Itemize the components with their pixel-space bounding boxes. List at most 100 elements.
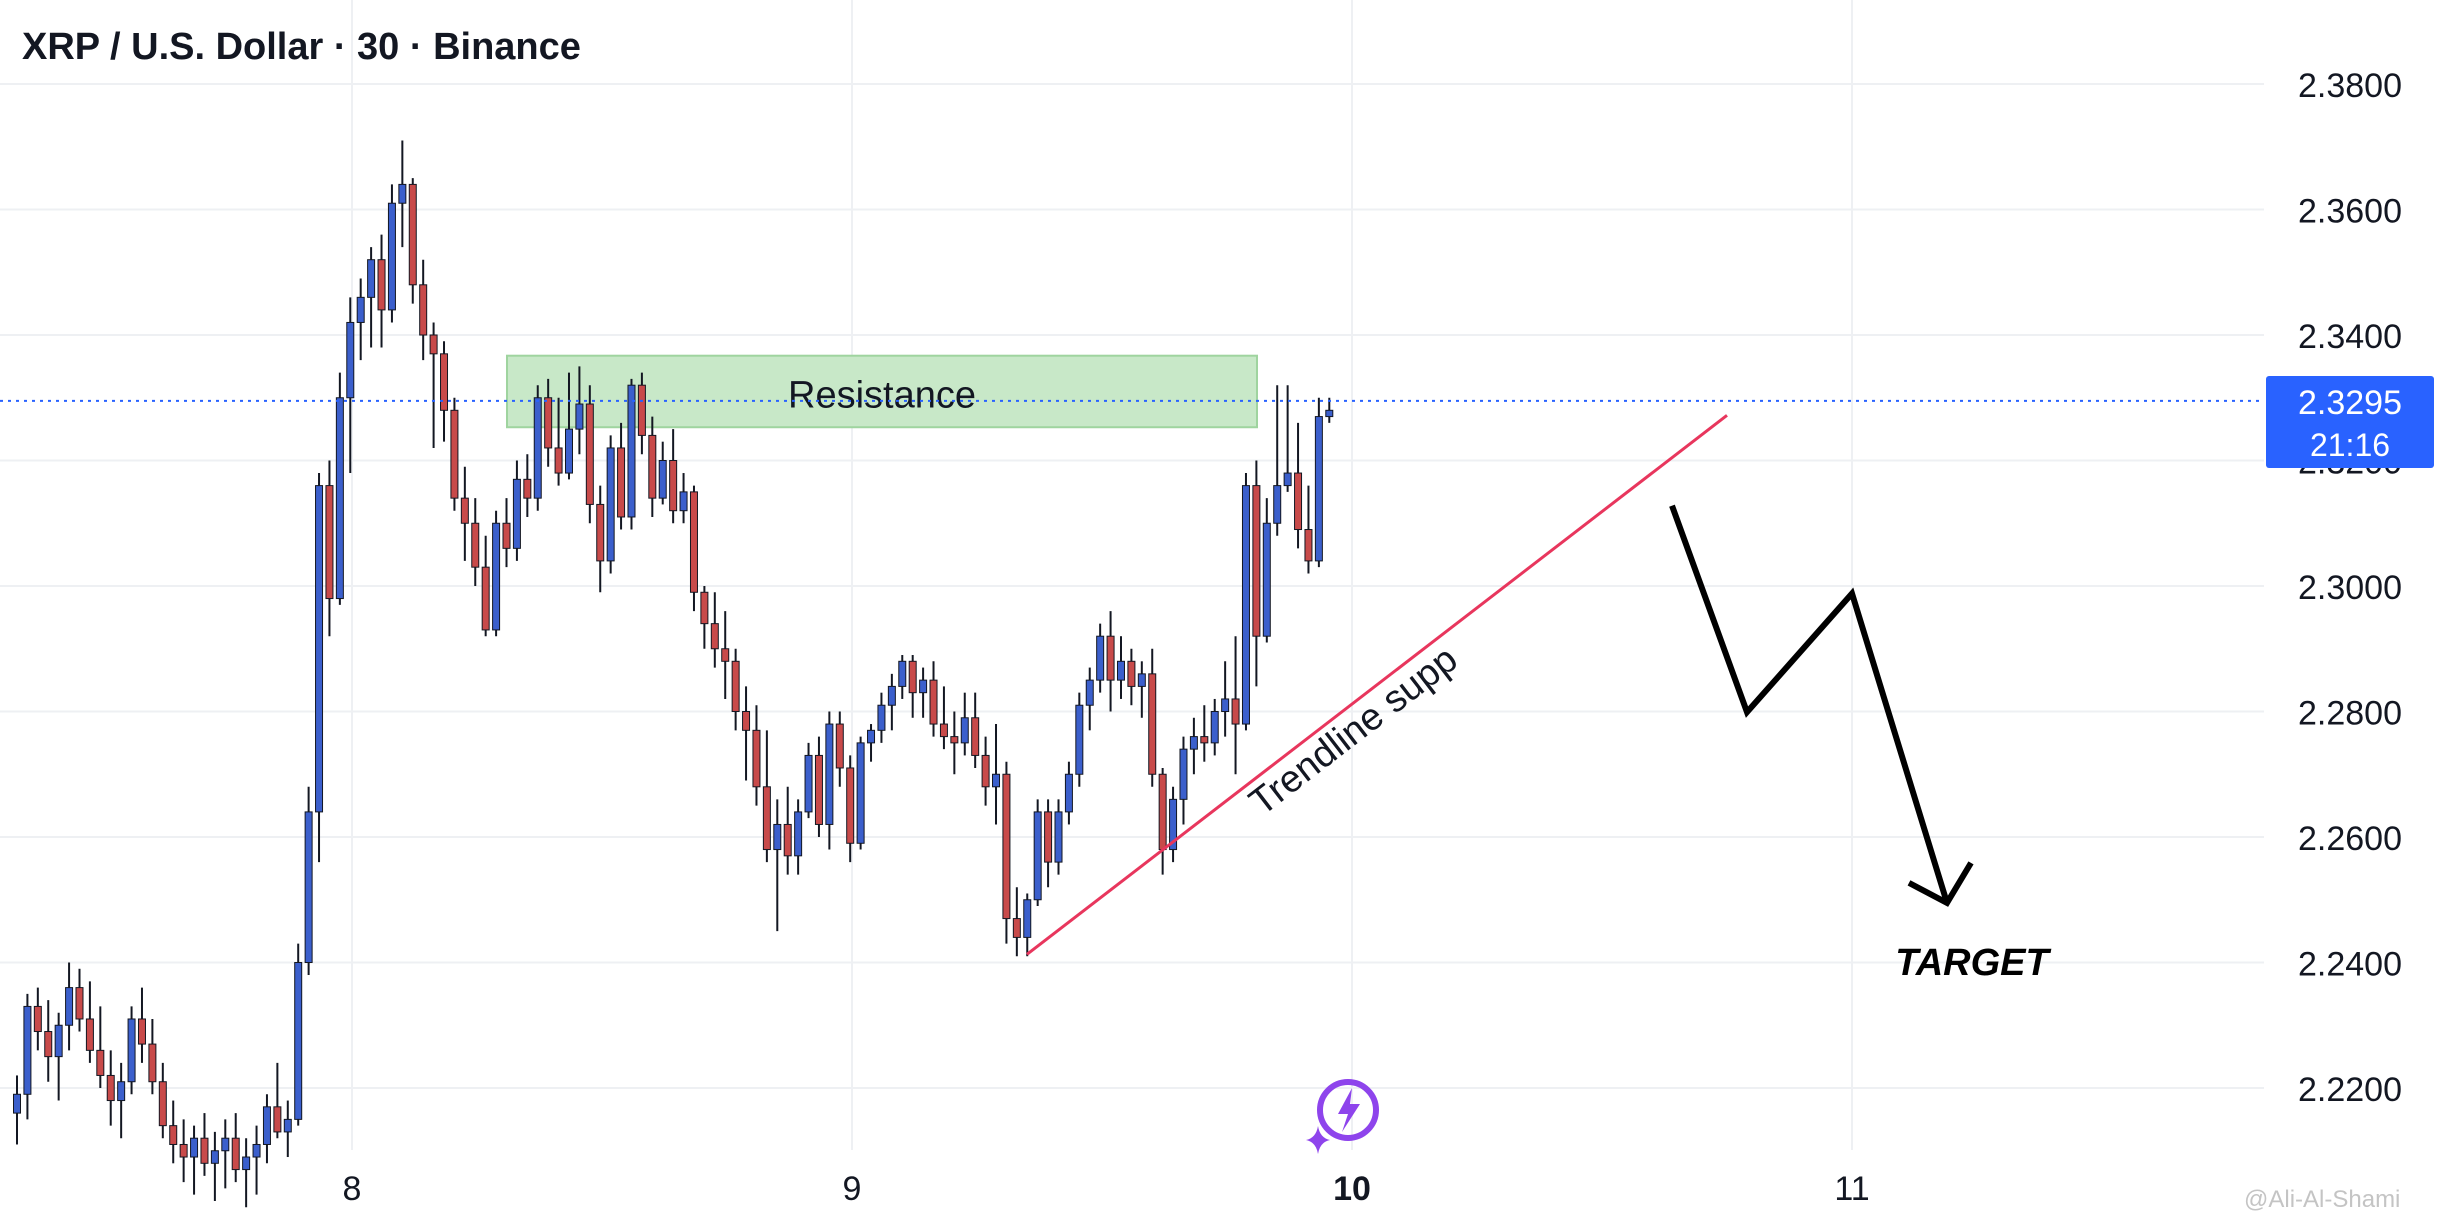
candle-body [669,460,678,512]
candle-body [398,183,407,204]
candle-body [575,403,584,430]
candles [13,140,1334,1208]
candle-body [1221,698,1230,713]
candle-body [617,447,626,518]
last-price: 2.3295 [2298,384,2402,422]
candle-body [346,321,355,399]
candle-body [814,754,823,825]
candle-body [1304,529,1313,562]
candle-body [252,1143,261,1158]
candle-body [523,478,532,499]
candle-body [992,773,1001,788]
watermark: @Ali-Al-Shami [2244,1186,2401,1213]
candle-body [450,409,459,499]
chart-title: XRP / U.S. Dollar · 30 · Binance [22,26,581,68]
candle-body [242,1156,251,1171]
candle-body [200,1137,209,1164]
bar-countdown: 21:16 [2309,427,2391,463]
candle-body [419,284,428,336]
candle-body [127,1018,136,1083]
candle-body [33,1005,42,1033]
time-axis[interactable]: 8 9 10 11 [343,1170,1870,1208]
candle-body [65,987,74,1026]
price-tick-label: 2.2600 [2298,820,2402,858]
candle-body [1314,416,1323,562]
price-tick-label: 2.3600 [2298,193,2402,231]
candle-body [1210,711,1219,744]
target-label: TARGET [1895,942,2051,984]
price-tick-label: 2.3000 [2298,569,2402,607]
candle-body [1012,918,1021,938]
candle-body [971,717,980,756]
candle-body [731,660,740,712]
candle-body [481,566,490,631]
candle-body [960,717,969,744]
candle-body [606,447,615,562]
candle-body [54,1024,63,1058]
candle-body [502,522,511,549]
candle-body [762,786,771,851]
candle-body [1044,811,1053,863]
candle-body [544,397,553,449]
candle-body [408,183,417,286]
candle-body [1023,899,1032,938]
candle-body [210,1150,219,1164]
candle-body [1283,472,1292,487]
candle-body [1054,811,1063,863]
candle-body [356,296,365,323]
candle-body [1033,811,1042,901]
candle-body [325,485,334,600]
candle-body [471,522,480,568]
candle-body [221,1137,230,1152]
time-tick-label: 10 [1333,1170,1371,1208]
candle-body [554,447,563,474]
candle-body [460,497,469,524]
candle-body [429,334,438,355]
sparkle-bolt-icon [1306,1079,1379,1154]
candle-body [179,1143,188,1158]
candle-body [96,1049,105,1076]
candle-body [148,1043,157,1083]
candle-body [273,1106,282,1133]
grid [0,0,2264,1150]
time-tick-label: 9 [843,1170,862,1208]
candle-body [85,1018,94,1051]
candle-body [1200,736,1209,744]
candle-body [887,685,896,706]
candle-body [13,1093,21,1114]
candle-body [231,1137,240,1171]
candle-body [1273,485,1282,524]
price-tick-label: 2.2200 [2298,1071,2402,1109]
candle-body [44,1031,53,1058]
candle-body [1106,635,1115,681]
candle-body [981,754,990,788]
candle-body [294,962,303,1120]
candle-body [304,811,313,964]
candle-body [710,623,719,650]
resistance-label: Resistance [788,375,976,417]
candle-body [804,754,813,813]
candle-body [835,723,844,769]
candle-body [512,478,521,549]
candle-body [335,397,344,600]
candle-body [721,648,730,662]
resistance-zone-layer: Resistance [506,354,1258,429]
price-tick-label: 2.3400 [2298,318,2402,356]
price-axis[interactable]: 2.38002.36002.34002.32002.30002.28002.26… [2298,67,2402,1109]
arrow-head [1907,861,1974,907]
candle-body [1179,748,1188,800]
candle-body [1241,485,1250,725]
candle-body [190,1137,199,1158]
candle-body [585,403,594,505]
candle-body [440,353,449,411]
candle-body [877,704,886,731]
projection-path [1669,504,1950,904]
candle-body [867,729,876,744]
candle-body [898,660,907,687]
candle-body [1148,673,1157,775]
candle-body [137,1018,146,1045]
candle-body [117,1081,126,1102]
candle-body [1085,679,1094,706]
candle-body [596,503,605,562]
